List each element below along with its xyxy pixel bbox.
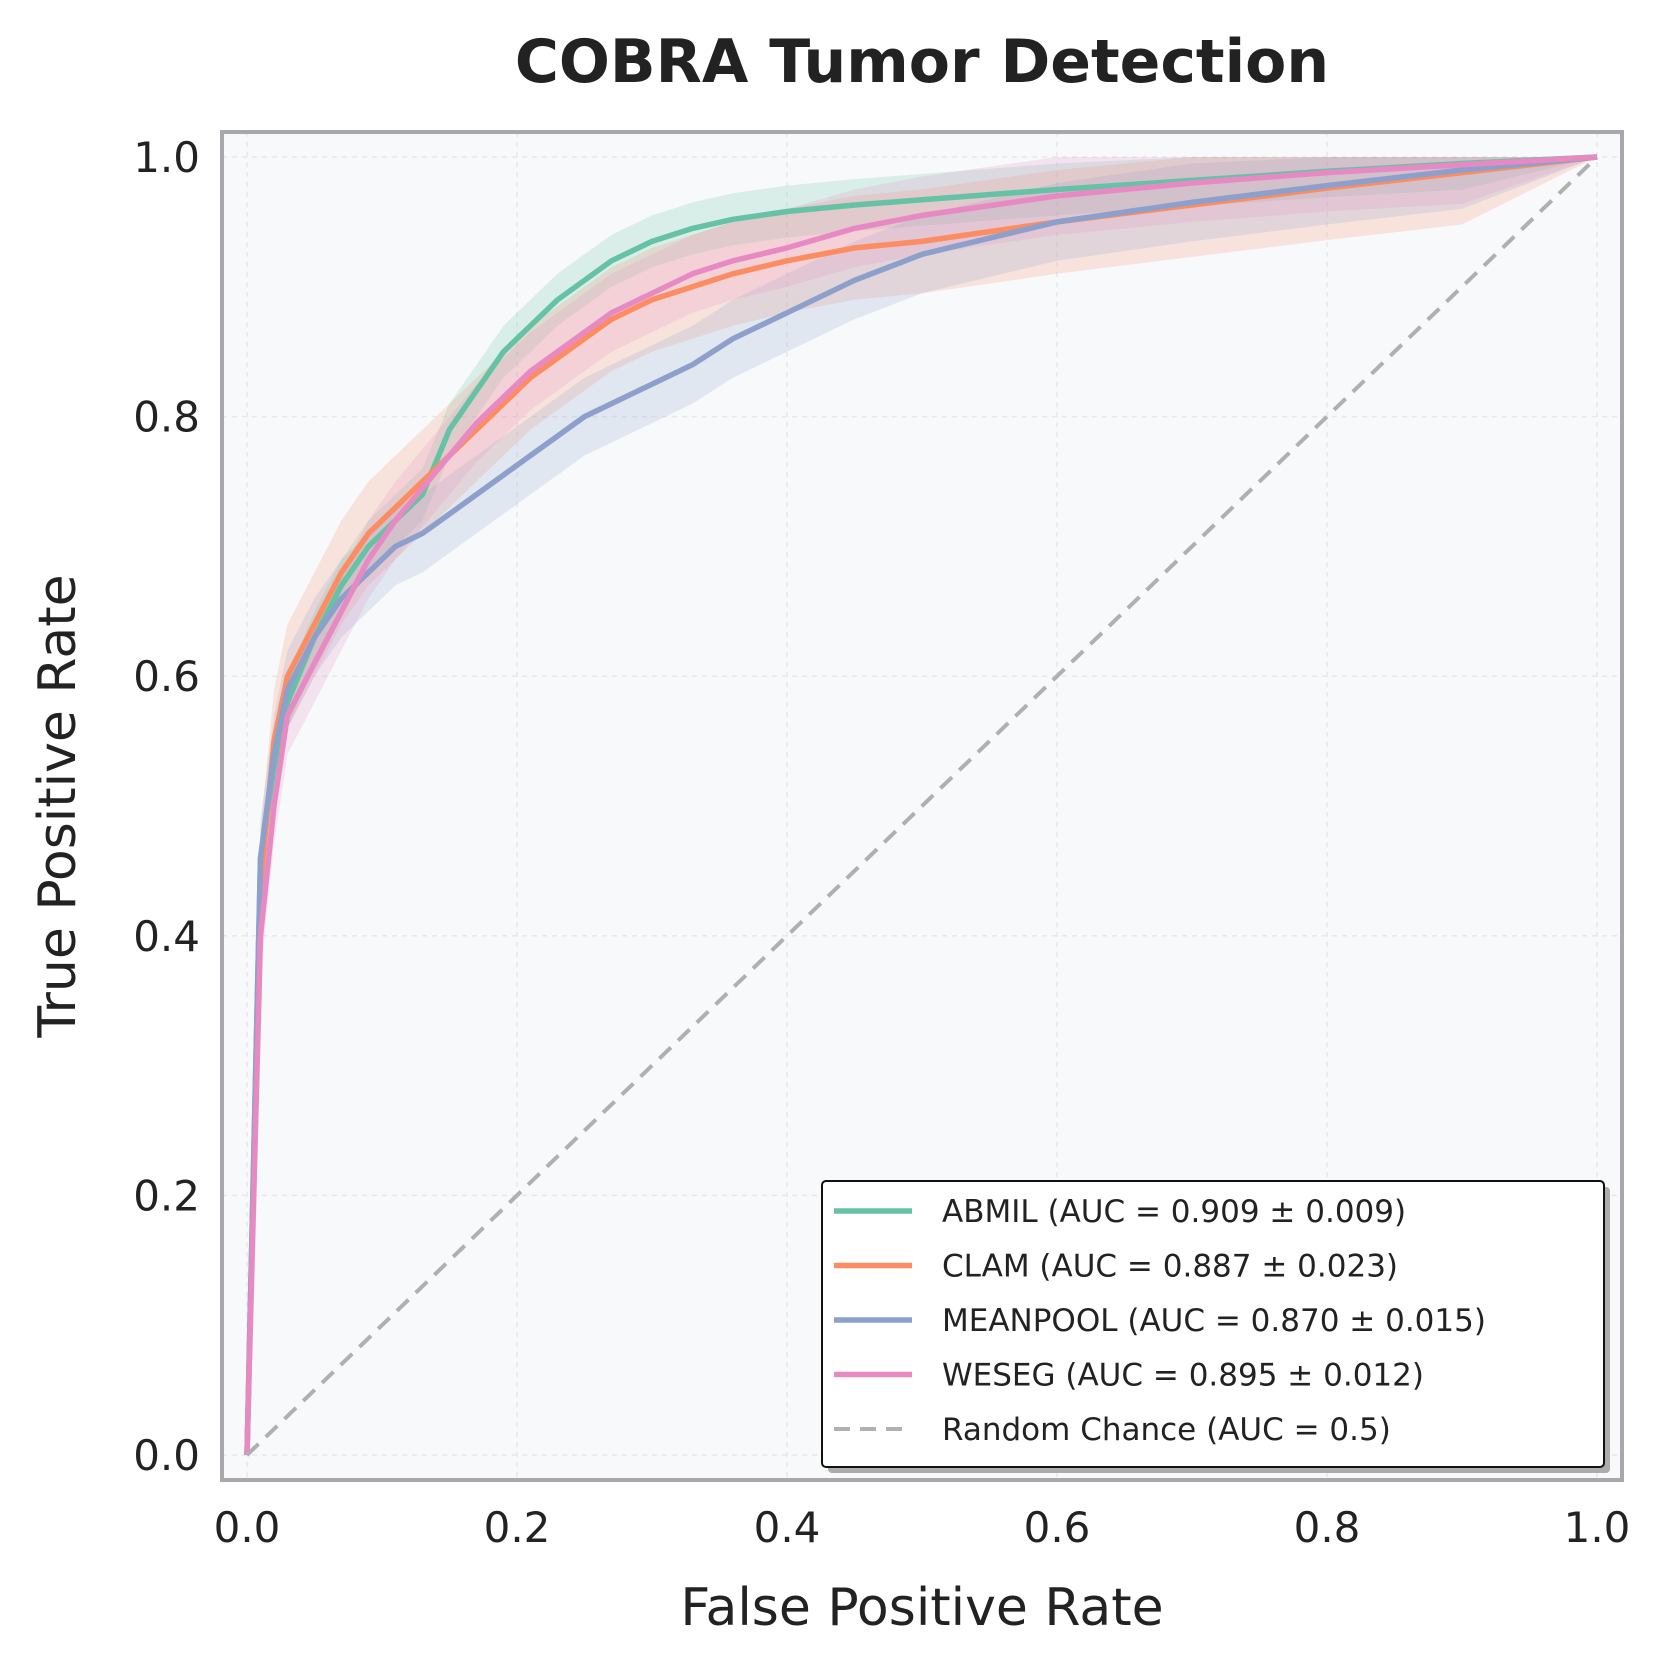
legend-entry: Random Chance (AUC = 0.5) [942,1412,1391,1448]
y-tick-label: 0.6 [133,652,200,701]
chart-title: COBRA Tumor Detection [515,27,1329,97]
y-tick-label: 0.2 [133,1171,200,1220]
plot-frame [220,130,1624,1482]
legend-entry: MEANPOOL (AUC = 0.870 ± 0.015) [942,1303,1486,1339]
x-tick-label: 0.6 [1024,1503,1091,1552]
y-tick-label: 0.8 [133,393,200,442]
roc-curve-3 [244,154,1598,1456]
x-tick-label: 0.0 [214,1503,281,1552]
x-tick-label: 0.4 [754,1503,821,1552]
tick-labels: 0.0 0.2 0.4 0.6 0.8 1.0 0.0 0.2 0.4 0.6 0.8 1.0 [133,133,1630,1552]
legend-entry: WESEG (AUC = 0.895 ± 0.012) [942,1358,1424,1394]
y-tick-label: 0.4 [133,912,200,961]
series-lines [244,154,1599,1457]
y-axis-label: True Positive Rate [28,574,88,1038]
legend-entry: ABMIL (AUC = 0.909 ± 0.009) [942,1194,1406,1230]
y-tick-label: 1.0 [133,133,200,182]
x-tick-label: 1.0 [1564,1503,1631,1552]
x-tick-label: 0.8 [1294,1503,1361,1552]
y-tick-label: 0.0 [133,1431,200,1480]
legend-entry: CLAM (AUC = 0.887 ± 0.023) [942,1249,1398,1285]
x-axis-label: False Positive Rate [680,1578,1163,1638]
legend-box [821,1180,1605,1468]
roc-curve-2 [244,154,1598,1456]
legend: ABMIL (AUC = 0.909 ± 0.009) CLAM (AUC = 0… [821,1180,1610,1473]
x-tick-label: 0.2 [484,1503,551,1552]
random-chance-line [245,155,1599,1457]
roc-curve-1 [244,154,1598,1456]
